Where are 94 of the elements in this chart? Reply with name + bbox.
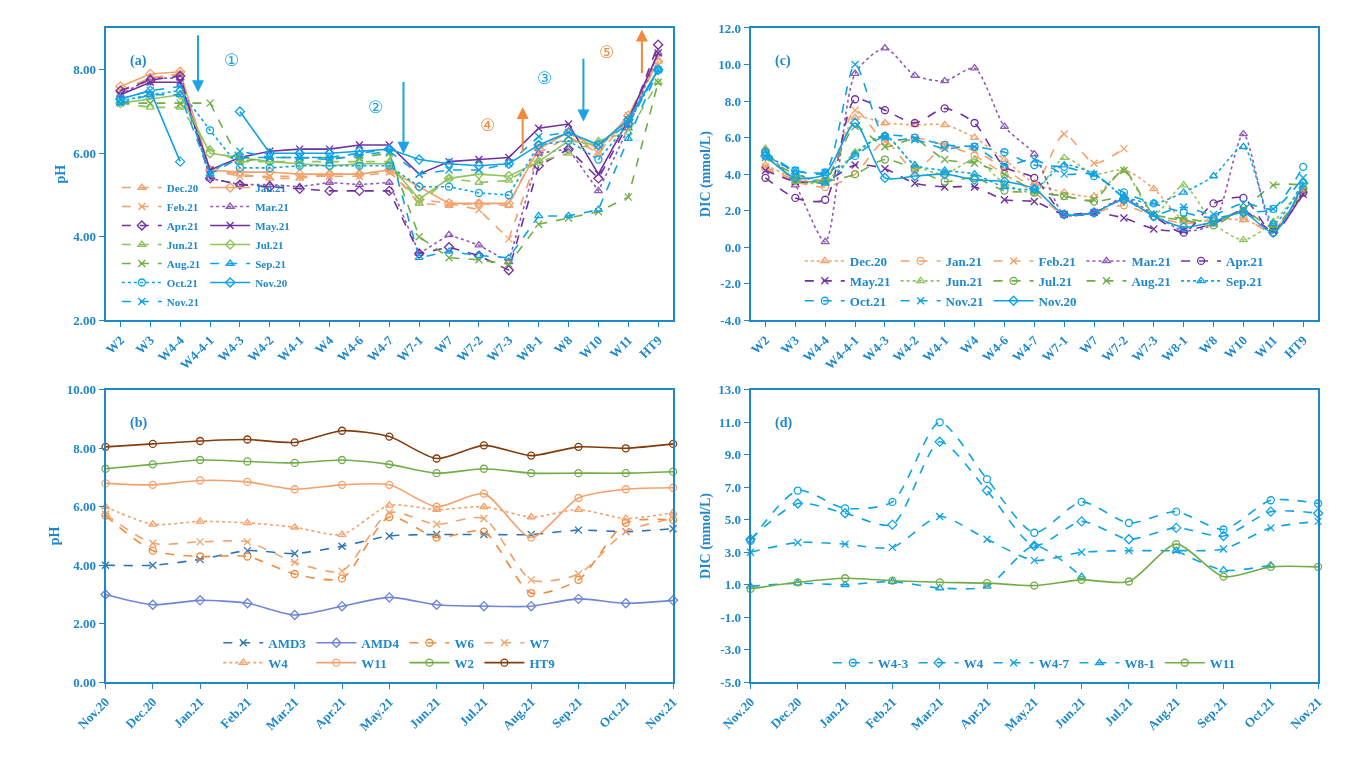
legend-label: Apr.21: [1226, 254, 1264, 269]
y-tick-label: -3.0: [720, 642, 741, 658]
y-tick-label: 6.0: [724, 130, 741, 146]
legend-label: AMD3: [268, 635, 307, 651]
text: (d): [775, 415, 793, 431]
legend-label: Feb.21: [1038, 254, 1076, 269]
legend-label: Jun.21: [945, 273, 983, 289]
annotation: ③: [537, 68, 553, 88]
legend-label: Feb.21: [166, 200, 199, 213]
legend-label: Sep.21: [1226, 273, 1263, 289]
legend-label: Nov.21: [166, 295, 199, 308]
y-tick-label: 8.00: [73, 62, 96, 78]
y-tick-label: 5.0: [724, 512, 741, 528]
legend-label: W8-1: [1124, 655, 1155, 671]
text: (a): [130, 53, 147, 69]
y-tick-label: 0.00: [73, 674, 96, 690]
x-tick-label: W10: [1221, 332, 1251, 362]
legend-label: W4-7: [1038, 655, 1070, 671]
y-tick-label: 3.0: [724, 544, 741, 560]
legend-label: W11: [361, 655, 387, 671]
y-tick-label: 10.00: [66, 382, 96, 398]
y-axis-title: DIC (mmol/L): [698, 130, 715, 218]
x-tick-label: W7: [431, 332, 457, 357]
legend-label: W4: [268, 655, 289, 671]
y-tick-label: 2.00: [73, 312, 96, 328]
y-tick-label: 9.0: [724, 447, 741, 463]
legend-label: Oct.21: [849, 293, 887, 309]
y-tick-label: -4.0: [720, 312, 741, 328]
y-tick-label: 1.0: [724, 577, 741, 593]
annotation: ⑤: [599, 42, 615, 62]
y-tick-label: 8.00: [73, 440, 96, 456]
x-tick-label: W10: [576, 332, 606, 362]
y-tick-label: 11.0: [718, 414, 741, 430]
legend-label: Aug.21: [166, 257, 201, 270]
y-tick-label: -2.0: [720, 276, 741, 292]
y-tick-label: 4.00: [73, 229, 96, 245]
y-tick-label: 4.0: [724, 166, 741, 182]
y-axis-title: pH: [53, 164, 69, 184]
legend-label: Jul.21: [255, 238, 284, 251]
legend-label: Nov.21: [945, 293, 984, 309]
y-axis-title: DIC (mmol/L): [698, 492, 715, 579]
x-tick-label: W8: [1195, 332, 1221, 357]
y-tick-label: 8.0: [724, 93, 741, 109]
annotation: ①: [224, 50, 240, 70]
legend-label: May.21: [849, 273, 891, 289]
x-tick-label: W2: [747, 332, 773, 357]
text: (c): [775, 53, 791, 69]
legend-label: Jan.21: [945, 254, 983, 269]
legend-label: Jun.21: [166, 238, 199, 251]
y-tick-label: -1.0: [720, 609, 741, 625]
y-tick-label: -5.0: [720, 674, 741, 690]
text: (b): [130, 415, 148, 431]
legend-label: Aug.21: [1131, 273, 1171, 289]
x-tick-label: W11: [1251, 332, 1281, 362]
y-tick-label: 6.00: [73, 499, 96, 515]
legend-label: Apr.21: [166, 219, 199, 232]
y-tick-label: 6.00: [73, 145, 96, 161]
legend-label: Mar.21: [1131, 254, 1172, 269]
y-axis-title: pH: [46, 526, 62, 546]
x-tick-label: W7: [1076, 332, 1102, 357]
x-tick-label: W3: [777, 332, 803, 357]
y-tick-label: 2.00: [73, 616, 96, 632]
legend-label: Dec.20: [166, 181, 199, 194]
y-tick-label: 10.0: [718, 57, 741, 73]
legend-label: Sep.21: [255, 257, 287, 270]
y-tick-label: 13.0: [718, 382, 741, 398]
legend-label: W7: [529, 635, 550, 651]
legend-label: Dec.20: [849, 254, 887, 269]
annotation: ②: [368, 97, 384, 117]
legend-label: W4-3: [877, 655, 909, 671]
legend-label: W4: [963, 655, 984, 671]
legend-label: Jul.21: [1038, 273, 1073, 289]
x-tick-label: W11: [606, 332, 636, 362]
y-tick-label: 4.00: [73, 557, 96, 573]
x-tick-label: W8: [550, 332, 576, 357]
y-tick-label: 2.0: [724, 203, 741, 219]
x-tick-label: W3: [132, 332, 158, 357]
legend-label: AMD4: [361, 635, 400, 651]
legend-label: Oct.21: [166, 276, 198, 289]
y-tick-label: 12.0: [718, 20, 741, 36]
x-tick-label: W2: [102, 332, 128, 357]
annotation: ④: [480, 115, 496, 135]
legend-label: HT9: [529, 655, 556, 671]
legend-label: W11: [1209, 655, 1236, 671]
x-tick-label: W4: [311, 332, 337, 357]
x-tick-label: W4: [956, 332, 982, 357]
y-tick-label: 7.0: [724, 479, 741, 495]
legend-label: W2: [454, 655, 474, 671]
legend-label: Mar.21: [255, 200, 289, 213]
legend-label: Nov.20: [1038, 293, 1077, 309]
legend-label: Nov.20: [255, 276, 288, 289]
legend-label: May.21: [255, 219, 290, 232]
legend-label: W6: [454, 635, 475, 651]
y-tick-label: 0.0: [724, 239, 741, 255]
